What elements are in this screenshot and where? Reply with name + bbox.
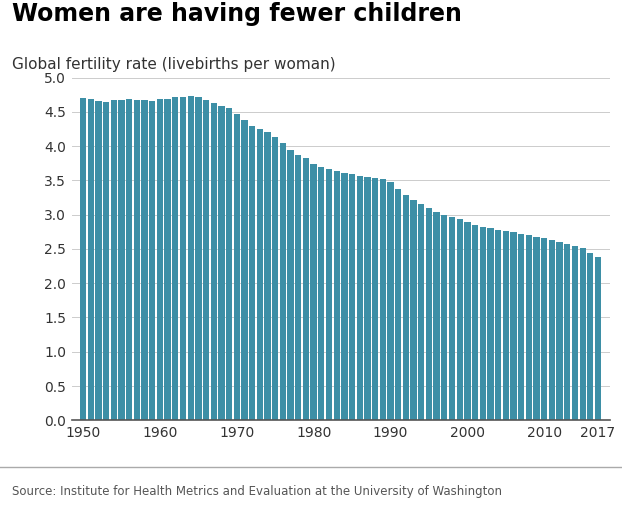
Text: Women are having fewer children: Women are having fewer children	[12, 2, 462, 26]
Bar	[103, 101, 109, 420]
Bar	[88, 99, 94, 420]
Bar	[480, 227, 486, 420]
Bar	[303, 158, 309, 420]
Bar	[395, 189, 401, 420]
Bar	[234, 114, 240, 420]
Bar	[203, 100, 209, 420]
Bar	[249, 126, 255, 420]
Bar	[541, 238, 547, 420]
Bar	[157, 99, 163, 420]
Bar	[580, 248, 586, 420]
Bar	[449, 218, 455, 420]
Bar	[549, 240, 555, 420]
Bar	[572, 246, 578, 420]
Bar	[318, 168, 325, 420]
Bar	[526, 235, 532, 420]
Bar	[557, 242, 563, 420]
Bar	[379, 179, 386, 420]
Bar	[287, 149, 294, 420]
Bar	[118, 100, 124, 420]
Bar	[218, 107, 225, 420]
Bar	[126, 99, 132, 420]
Bar	[534, 237, 540, 420]
Bar	[411, 200, 417, 420]
Bar	[402, 195, 409, 420]
Bar	[187, 96, 194, 420]
Bar	[95, 101, 101, 420]
Bar	[510, 233, 517, 420]
Bar	[241, 120, 248, 420]
Bar	[141, 100, 147, 420]
Bar	[587, 253, 593, 420]
Bar	[472, 225, 478, 420]
Text: Global fertility rate (livebirths per woman): Global fertility rate (livebirths per wo…	[12, 57, 336, 72]
Bar	[518, 234, 524, 420]
Bar	[326, 170, 332, 420]
Bar	[226, 109, 232, 420]
Bar	[195, 97, 202, 420]
Text: B: B	[542, 484, 554, 499]
Bar	[149, 101, 156, 420]
Bar	[341, 173, 348, 420]
Text: B: B	[565, 484, 577, 499]
Bar	[487, 229, 494, 420]
Bar	[464, 221, 470, 420]
Bar	[310, 164, 317, 420]
Bar	[80, 98, 86, 420]
Bar	[164, 99, 171, 420]
Bar	[495, 230, 501, 420]
Bar	[349, 174, 355, 420]
Bar	[364, 177, 371, 420]
Bar	[564, 244, 570, 420]
Bar	[372, 178, 378, 420]
Bar	[457, 219, 463, 420]
Bar	[180, 97, 186, 420]
Bar	[356, 176, 363, 420]
Bar	[280, 143, 286, 420]
Bar	[418, 204, 424, 420]
Bar	[434, 212, 440, 420]
Bar	[295, 155, 302, 420]
Bar	[595, 257, 601, 420]
Bar	[172, 97, 179, 420]
Bar	[264, 132, 271, 420]
Bar	[257, 129, 263, 420]
Bar	[211, 103, 217, 420]
Bar	[333, 172, 340, 420]
Bar	[388, 183, 394, 420]
Bar	[426, 208, 432, 420]
Bar	[134, 100, 140, 420]
Text: C: C	[589, 484, 600, 499]
Text: Source: Institute for Health Metrics and Evaluation at the University of Washing: Source: Institute for Health Metrics and…	[12, 485, 503, 498]
Bar	[503, 231, 509, 420]
Bar	[441, 215, 447, 420]
Bar	[272, 137, 279, 420]
Bar	[111, 100, 117, 420]
